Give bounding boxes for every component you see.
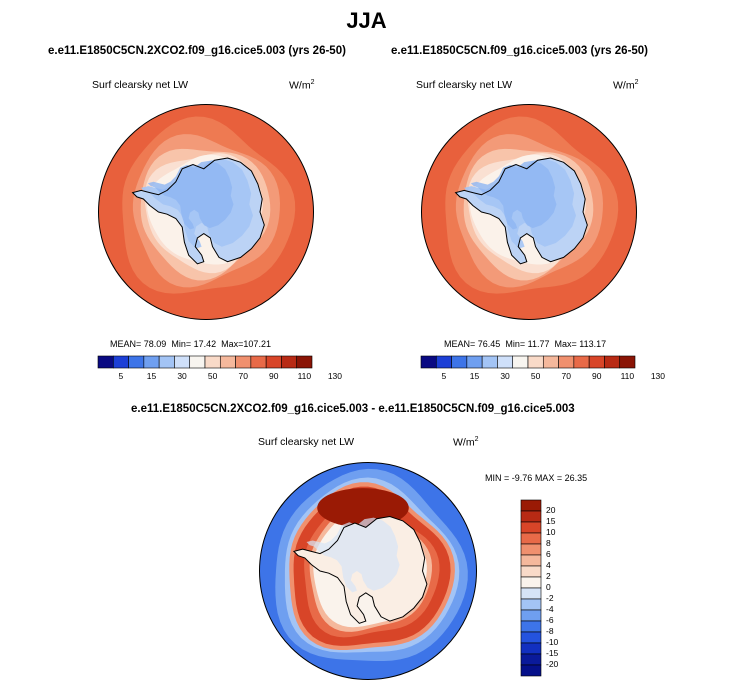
colorbar-swatch (520, 543, 542, 556)
colorbar-tick-label: 15 (546, 516, 556, 526)
colorbar-swatch (520, 499, 542, 512)
colorbar-swatch (466, 355, 483, 369)
colorbar-swatch (97, 355, 114, 369)
colorbar-swatch (451, 355, 468, 369)
diff-colorbar (520, 499, 542, 677)
panel2-colorbar (420, 355, 636, 369)
colorbar-swatch (520, 510, 542, 523)
panel2-colorbar-ticks: 5 15 30 50 70 90 110 130 (421, 371, 665, 383)
colorbar-tick-label: -2 (546, 593, 554, 603)
panel1-variable: Surf clearsky net LW (92, 79, 189, 91)
panel2-stats: MEAN= 76.45 Min= 11.77 Max= 113.17 (444, 339, 607, 349)
colorbar-swatch (520, 532, 542, 545)
colorbar-swatch (520, 642, 542, 655)
colorbar-tick-label: 70 (238, 371, 248, 381)
colorbar-swatch (619, 355, 636, 369)
colorbar-swatch (219, 355, 236, 369)
panel2-variable: Surf clearsky net LW (416, 79, 513, 91)
colorbar-swatch (174, 355, 191, 369)
colorbar-swatch (435, 355, 452, 369)
season-title: JJA (346, 8, 387, 33)
colorbar-swatch (296, 355, 313, 369)
colorbar-swatch (520, 653, 542, 666)
colorbar-tick-label: 6 (546, 549, 551, 559)
colorbar-tick-label: 110 (620, 371, 635, 381)
colorbar-swatch (520, 576, 542, 589)
colorbar-tick-label: 50 (530, 371, 541, 381)
colorbar-tick-label: 15 (469, 371, 480, 381)
colorbar-tick-label: 90 (269, 371, 279, 381)
colorbar-swatch (481, 355, 498, 369)
colorbar-swatch (143, 355, 160, 369)
colorbar-tick-label: 4 (546, 560, 551, 570)
colorbar-swatch (128, 355, 145, 369)
colorbar-swatch (520, 609, 542, 622)
colorbar-tick-label: 130 (327, 371, 343, 381)
colorbar-swatch (520, 521, 542, 534)
colorbar-tick-label: -15 (546, 648, 559, 658)
colorbar-tick-label: 90 (592, 371, 602, 381)
colorbar-tick-label: 30 (177, 371, 187, 381)
colorbar-tick-label: 110 (297, 371, 312, 381)
colorbar-tick-label: -4 (546, 604, 554, 614)
colorbar-tick-label: -6 (546, 615, 554, 625)
colorbar-tick-label: 8 (546, 538, 551, 548)
colorbar-swatch (235, 355, 252, 369)
colorbar-swatch (573, 355, 590, 369)
colorbar-swatch (189, 355, 206, 369)
colorbar-tick-label: 5 (441, 371, 447, 381)
colorbar-tick-label: 10 (546, 527, 556, 537)
panel1-colorbar-ticks: 5 15 30 50 70 90 110 130 (98, 371, 342, 383)
colorbar-swatch (497, 355, 514, 369)
colorbar-tick-label: 50 (207, 371, 218, 381)
colorbar-tick-label: 130 (650, 371, 666, 381)
diff-colorbar-ticks: 20 15 10 8 6 4 2 0 -2 -4 -6 -8 -10 -15 -20 (546, 500, 576, 676)
diff-panel-variable: Surf clearsky net LW (258, 436, 355, 448)
colorbar-swatch (520, 631, 542, 644)
colorbar-swatch (604, 355, 621, 369)
colorbar-tick-label: 0 (546, 582, 551, 592)
colorbar-swatch (527, 355, 544, 369)
colorbar-tick-label: 15 (146, 371, 157, 381)
diff-polar-map (259, 462, 477, 680)
panel1-colorbar (97, 355, 313, 369)
colorbar-swatch (420, 355, 437, 369)
panel2-polar-map (421, 104, 637, 320)
colorbar-swatch (558, 355, 575, 369)
panel2-title: e.e11.E1850C5CN.f09_g16.cice5.003 (yrs 2… (391, 45, 649, 57)
colorbar-swatch (588, 355, 605, 369)
colorbar-tick-label: -20 (546, 659, 559, 669)
colorbar-swatch (265, 355, 282, 369)
colorbar-tick-label: 5 (118, 371, 124, 381)
colorbar-swatch (112, 355, 129, 369)
colorbar-swatch (520, 620, 542, 633)
colorbar-swatch (204, 355, 221, 369)
colorbar-swatch (512, 355, 529, 369)
colorbar-tick-label: -10 (546, 637, 559, 647)
panel2-units: W/m2 (613, 79, 639, 92)
colorbar-swatch (158, 355, 175, 369)
colorbar-swatch (520, 565, 542, 578)
panel1-units: W/m2 (289, 79, 315, 92)
colorbar-tick-label: 20 (546, 505, 556, 515)
panel1-polar-map (98, 104, 314, 320)
colorbar-swatch (520, 587, 542, 600)
colorbar-tick-label: 2 (546, 571, 551, 581)
diff-panel-stats: MIN = -9.76 MAX = 26.35 (485, 473, 588, 483)
colorbar-swatch (520, 598, 542, 611)
colorbar-swatch (520, 554, 542, 567)
colorbar-tick-label: 30 (500, 371, 510, 381)
colorbar-swatch (542, 355, 559, 369)
colorbar-swatch (250, 355, 267, 369)
panel1-stats: MEAN= 78.09 Min= 17.42 Max=107.21 (110, 339, 271, 349)
colorbar-tick-label: 70 (561, 371, 571, 381)
panel1-title: e.e11.E1850C5CN.2XCO2.f09_g16.cice5.003 … (48, 45, 346, 57)
colorbar-swatch (520, 664, 542, 677)
diff-panel-title: e.e11.E1850C5CN.2XCO2.f09_g16.cice5.003 … (131, 403, 575, 415)
colorbar-tick-label: -8 (546, 626, 554, 636)
colorbar-swatch (281, 355, 298, 369)
diff-panel-units: W/m2 (453, 436, 479, 449)
